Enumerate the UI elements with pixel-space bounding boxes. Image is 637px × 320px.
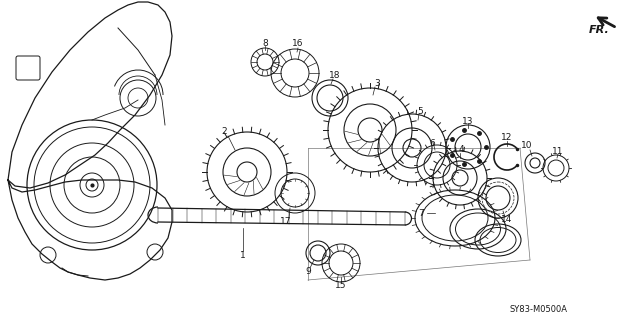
Text: 18: 18 xyxy=(329,71,341,81)
Text: 11: 11 xyxy=(552,147,564,156)
Text: 3: 3 xyxy=(374,79,380,89)
Text: 12: 12 xyxy=(501,133,513,142)
Text: 8: 8 xyxy=(262,38,268,47)
Text: 13: 13 xyxy=(462,116,474,125)
Text: 9: 9 xyxy=(305,267,311,276)
Text: 6: 6 xyxy=(429,139,435,148)
Text: 5: 5 xyxy=(417,107,423,116)
Text: SY83-M0500A: SY83-M0500A xyxy=(510,305,568,314)
Text: FR.: FR. xyxy=(589,25,610,35)
Text: 16: 16 xyxy=(292,39,304,49)
Text: 7: 7 xyxy=(418,209,424,218)
Text: 10: 10 xyxy=(521,141,533,150)
Text: 1: 1 xyxy=(240,251,246,260)
Text: 17: 17 xyxy=(280,217,292,226)
Text: 2: 2 xyxy=(221,127,227,137)
Text: 4: 4 xyxy=(458,145,464,154)
Text: 14: 14 xyxy=(501,215,513,225)
Text: 15: 15 xyxy=(335,281,347,290)
